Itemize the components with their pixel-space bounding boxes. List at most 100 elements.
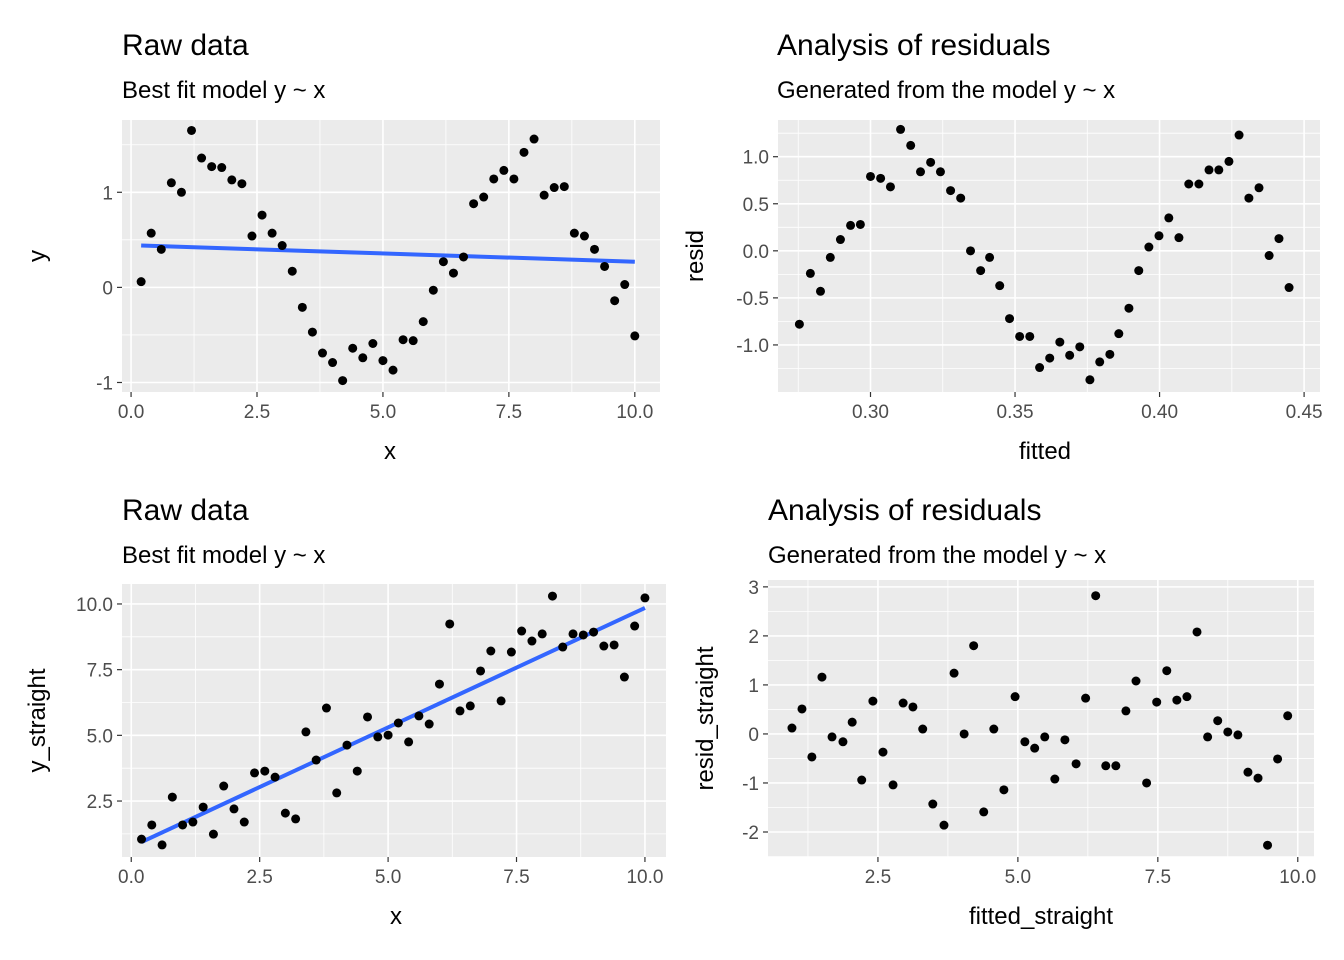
point xyxy=(838,737,848,747)
point xyxy=(1015,331,1025,341)
point xyxy=(506,647,516,657)
point xyxy=(207,162,217,172)
point xyxy=(157,840,167,850)
point xyxy=(846,220,856,230)
point xyxy=(260,766,270,776)
y-axis-title: resid xyxy=(682,230,709,282)
point xyxy=(1050,774,1060,784)
point xyxy=(317,348,327,358)
point xyxy=(529,134,539,144)
y-tick-label: 3 xyxy=(748,578,759,599)
point xyxy=(1095,357,1105,367)
point xyxy=(1213,716,1223,726)
point xyxy=(1035,363,1045,373)
point xyxy=(267,228,277,238)
point xyxy=(428,285,438,295)
point xyxy=(885,182,895,192)
point xyxy=(1124,303,1134,313)
x-tick-label: 2.5 xyxy=(244,402,270,423)
point xyxy=(332,788,342,798)
y-tick-label: 0 xyxy=(748,725,759,746)
point xyxy=(630,331,640,341)
y-axis-title: resid_straight xyxy=(692,646,719,790)
point xyxy=(198,802,208,812)
plot-background xyxy=(768,580,1314,857)
point xyxy=(445,619,455,629)
y-tick-label: 7.5 xyxy=(87,661,113,682)
point xyxy=(1020,737,1030,747)
y-tick-label: -1.0 xyxy=(736,336,769,357)
point xyxy=(999,785,1009,795)
point xyxy=(147,820,157,830)
point xyxy=(287,266,297,276)
point xyxy=(280,808,290,818)
point xyxy=(338,376,348,386)
point xyxy=(1214,165,1224,175)
fit-line xyxy=(141,243,635,264)
point xyxy=(609,640,619,650)
point xyxy=(509,174,519,184)
point xyxy=(1253,773,1263,783)
point xyxy=(328,358,338,368)
point xyxy=(517,626,527,636)
point xyxy=(378,356,388,366)
x-tick-label: 5.0 xyxy=(375,867,401,888)
point xyxy=(956,193,966,203)
point xyxy=(1223,727,1233,737)
point xyxy=(227,175,237,185)
y-tick-label: 0.5 xyxy=(743,195,769,216)
x-tick-label: 0.0 xyxy=(118,867,144,888)
point xyxy=(176,187,186,197)
point xyxy=(888,780,898,790)
point xyxy=(599,641,609,651)
point xyxy=(568,629,578,639)
point xyxy=(363,712,373,722)
point xyxy=(1075,342,1085,352)
x-tick-label: 5.0 xyxy=(370,402,396,423)
point xyxy=(1005,314,1015,324)
point xyxy=(167,792,177,802)
point xyxy=(219,781,229,791)
point xyxy=(499,165,509,175)
point xyxy=(1030,743,1040,753)
panel: Analysis of residuals Generated from the … xyxy=(682,29,1323,465)
point xyxy=(807,752,817,762)
point xyxy=(352,766,362,776)
point xyxy=(558,642,568,652)
panel-title: Raw data xyxy=(122,29,249,62)
x-tick-label: 10.0 xyxy=(1279,867,1316,888)
x-axis-title: x xyxy=(390,903,402,930)
point xyxy=(619,672,629,682)
point xyxy=(414,711,424,721)
point xyxy=(1065,350,1075,360)
y-tick-label: 0.0 xyxy=(743,242,769,263)
point xyxy=(855,219,865,229)
point xyxy=(787,723,797,733)
point xyxy=(1274,234,1284,244)
point xyxy=(985,252,995,262)
point xyxy=(600,261,610,271)
y-tick-label: -2 xyxy=(742,823,759,844)
point xyxy=(1055,337,1065,347)
point xyxy=(549,183,559,193)
point xyxy=(1085,375,1095,385)
y-tick-label: 1.0 xyxy=(743,148,769,169)
x-tick-label: 7.5 xyxy=(496,402,522,423)
point xyxy=(995,281,1005,291)
point xyxy=(805,268,815,278)
point xyxy=(297,302,307,312)
point xyxy=(928,799,938,809)
point xyxy=(250,768,260,778)
point xyxy=(1121,706,1131,716)
point xyxy=(1224,156,1234,166)
point xyxy=(935,167,945,177)
point xyxy=(486,646,496,656)
panel-title: Analysis of residuals xyxy=(777,29,1050,62)
point xyxy=(794,319,804,329)
point xyxy=(393,718,403,728)
point xyxy=(418,317,428,327)
panel-title: Analysis of residuals xyxy=(768,494,1041,527)
point xyxy=(408,336,418,346)
point xyxy=(1152,697,1162,707)
